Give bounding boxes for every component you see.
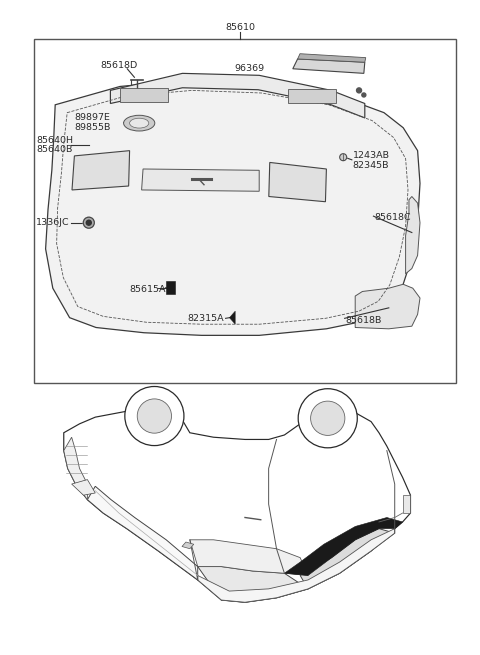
Polygon shape bbox=[198, 529, 395, 602]
Text: 1336JC: 1336JC bbox=[36, 218, 70, 227]
FancyBboxPatch shape bbox=[288, 89, 336, 103]
Text: 85610: 85610 bbox=[225, 23, 255, 32]
Polygon shape bbox=[64, 408, 410, 602]
Polygon shape bbox=[110, 73, 365, 118]
Polygon shape bbox=[284, 517, 403, 576]
Text: 85618D: 85618D bbox=[101, 61, 138, 70]
FancyBboxPatch shape bbox=[166, 281, 175, 294]
Polygon shape bbox=[403, 495, 410, 513]
Circle shape bbox=[340, 154, 347, 160]
Text: 96369: 96369 bbox=[234, 64, 264, 73]
Polygon shape bbox=[298, 54, 366, 62]
Text: 85618C: 85618C bbox=[374, 213, 411, 222]
Polygon shape bbox=[229, 311, 235, 324]
Polygon shape bbox=[190, 540, 308, 576]
Polygon shape bbox=[355, 284, 420, 329]
Text: 89897E: 89897E bbox=[74, 113, 110, 122]
Polygon shape bbox=[300, 529, 395, 589]
Circle shape bbox=[357, 88, 361, 93]
Text: 85640B: 85640B bbox=[36, 145, 72, 154]
Circle shape bbox=[86, 220, 91, 225]
Circle shape bbox=[298, 388, 357, 448]
Text: 82345B: 82345B bbox=[353, 160, 389, 170]
FancyBboxPatch shape bbox=[120, 88, 168, 102]
Ellipse shape bbox=[130, 118, 149, 128]
Text: 85615A: 85615A bbox=[130, 285, 166, 294]
Polygon shape bbox=[198, 567, 308, 602]
Bar bbox=[34, 39, 456, 383]
Polygon shape bbox=[269, 162, 326, 202]
Polygon shape bbox=[87, 486, 198, 580]
Polygon shape bbox=[72, 479, 95, 495]
Text: 85618B: 85618B bbox=[346, 316, 382, 326]
Ellipse shape bbox=[124, 115, 155, 131]
Text: 89855B: 89855B bbox=[74, 122, 111, 132]
Polygon shape bbox=[72, 151, 130, 190]
Circle shape bbox=[362, 93, 366, 97]
Circle shape bbox=[137, 399, 171, 433]
Polygon shape bbox=[182, 542, 194, 549]
Polygon shape bbox=[142, 169, 259, 191]
Text: 82315A: 82315A bbox=[187, 314, 224, 324]
Polygon shape bbox=[46, 80, 420, 335]
Polygon shape bbox=[293, 59, 365, 73]
Circle shape bbox=[311, 401, 345, 436]
Polygon shape bbox=[406, 196, 420, 274]
Text: 1243AB: 1243AB bbox=[353, 151, 390, 160]
Text: 85640H: 85640H bbox=[36, 136, 73, 145]
Polygon shape bbox=[64, 438, 87, 500]
Circle shape bbox=[84, 217, 94, 228]
Circle shape bbox=[125, 386, 184, 445]
